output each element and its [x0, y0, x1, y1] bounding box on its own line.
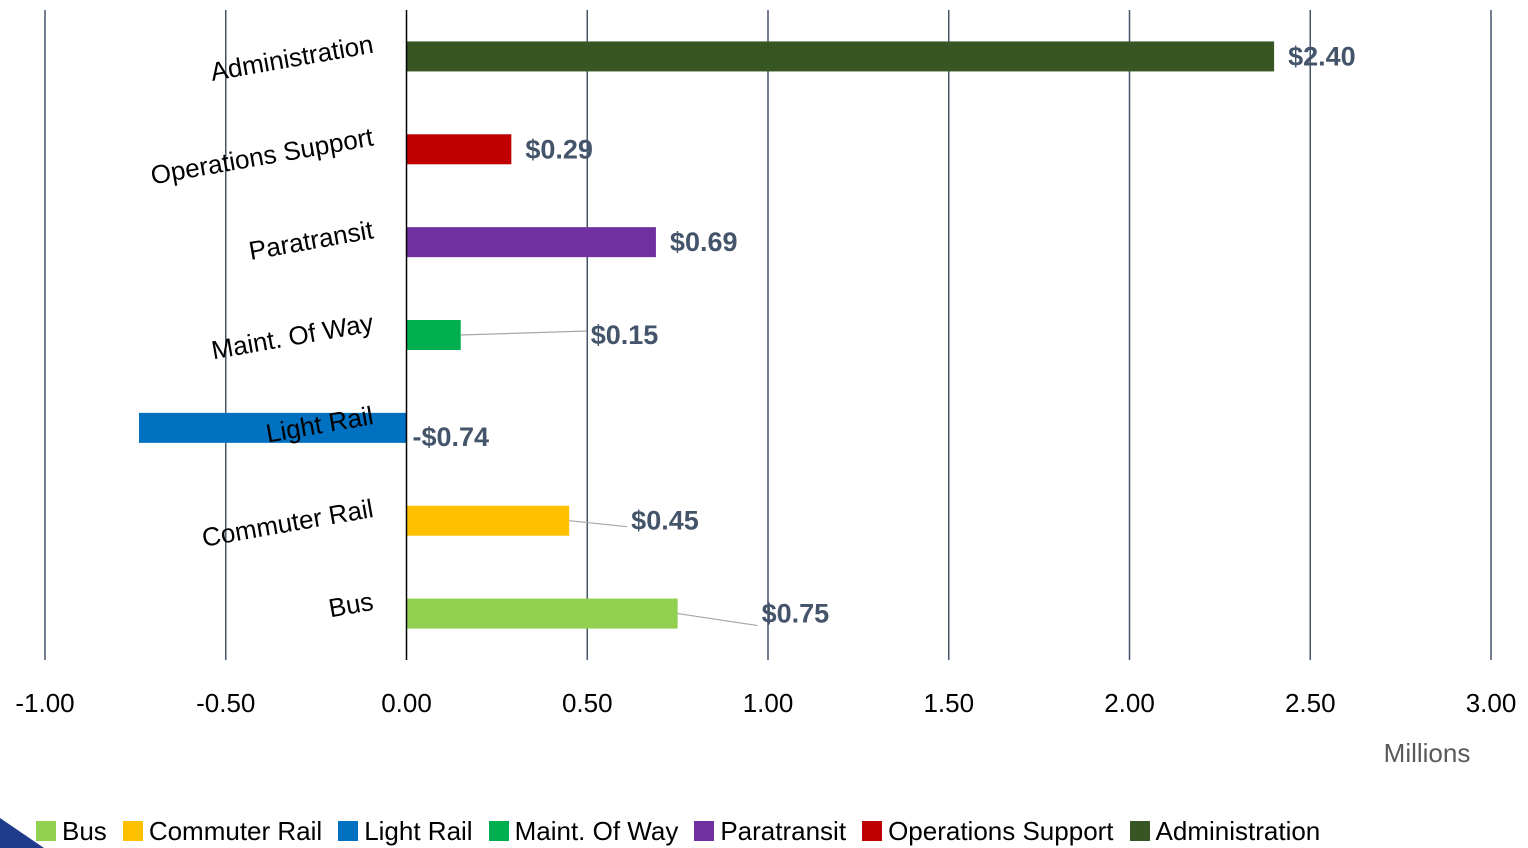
x-tick-label: 2.00 — [1104, 688, 1155, 718]
legend-label: Bus — [62, 815, 107, 846]
category-label: Operations Support — [148, 122, 376, 191]
bar-maint-of-way — [406, 320, 461, 350]
legend-item: Light Rail — [338, 815, 473, 847]
data-label: $0.75 — [762, 599, 830, 629]
bar-bus — [406, 598, 678, 629]
legend-item: Maint. Of Way — [488, 815, 679, 847]
legend-item: Administration — [1129, 815, 1321, 847]
data-label: $2.40 — [1288, 41, 1356, 71]
bar-commuter-rail — [406, 505, 570, 536]
bar-light-rail — [138, 412, 407, 443]
x-tick-labels: -1.00 -0.50 0.00 0.50 1.00 1.50 2.00 2.50 3.00 — [15, 688, 1516, 718]
gridlines — [44, 10, 1492, 660]
data-label: $0.69 — [670, 227, 738, 257]
data-labels: $0.75 $0.45 -$0.74 $0.15 $0.69 $0.29 $2.40 — [413, 41, 1356, 628]
data-label: -$0.74 — [413, 422, 490, 452]
data-label: $0.45 — [631, 506, 699, 536]
legend-label: Operations Support — [888, 815, 1114, 846]
bar-paratransit — [406, 227, 656, 258]
leader-lines — [460, 330, 758, 627]
legend-swatch — [122, 821, 143, 841]
legend-swatch — [338, 821, 359, 841]
x-tick-label: 0.00 — [381, 688, 432, 718]
x-tick-label: 1.00 — [743, 688, 794, 718]
corner-logo-shape — [0, 818, 44, 848]
category-label: Maint. Of Way — [209, 307, 375, 365]
data-label: $0.29 — [525, 134, 593, 164]
legend-swatch — [862, 821, 883, 841]
legend-swatch — [488, 821, 509, 841]
category-label: Administration — [208, 29, 375, 87]
legend-swatch — [1129, 821, 1150, 841]
legend-label: Light Rail — [364, 815, 473, 846]
x-tick-label: 3.00 — [1466, 688, 1517, 718]
leader-line — [569, 520, 628, 528]
units-label: Millions — [1384, 738, 1471, 768]
legend: Bus Commuter Rail Light Rail Maint. Of Way P… — [36, 814, 1336, 848]
legend-label: Commuter Rail — [148, 815, 323, 846]
legend-label: Administration — [1155, 815, 1321, 846]
bar-administration — [406, 41, 1275, 72]
legend-item: Bus — [36, 816, 107, 847]
legend-item: Paratransit — [694, 816, 846, 847]
x-tick-label: 0.50 — [562, 688, 613, 718]
x-tick-label: 1.50 — [923, 688, 974, 718]
legend-label: Paratransit — [720, 815, 847, 846]
category-label: Paratransit — [247, 214, 377, 266]
x-tick-label: 2.50 — [1285, 688, 1336, 718]
data-label: $0.15 — [591, 320, 659, 350]
legend-item: Operations Support — [862, 815, 1114, 847]
bar-operations-support — [406, 134, 512, 165]
x-tick-label: -1.00 — [15, 688, 74, 718]
leader-line — [460, 330, 587, 336]
category-label: Bus — [326, 586, 375, 623]
leader-line — [677, 612, 758, 627]
x-tick-label: -0.50 — [196, 688, 255, 718]
legend-item: Commuter Rail — [122, 815, 323, 847]
legend-swatch — [694, 821, 715, 841]
bars — [138, 41, 1275, 629]
legend-label: Maint. Of Way — [514, 815, 679, 846]
